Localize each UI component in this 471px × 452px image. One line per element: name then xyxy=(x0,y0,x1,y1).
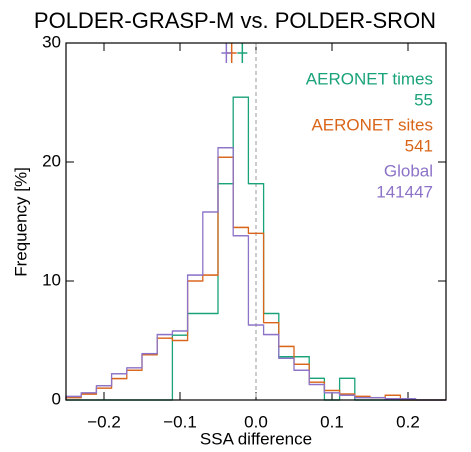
step-riser xyxy=(65,156,446,401)
step-riser xyxy=(65,147,446,401)
x-tick-label: −0.2 xyxy=(87,412,121,431)
x-tick-label: 0.0 xyxy=(244,412,268,431)
x-tick-label: 0.2 xyxy=(396,412,420,431)
legend-count: 141447 xyxy=(376,182,433,201)
chart-title: POLDER-GRASP-M vs. POLDER-SRON xyxy=(34,8,436,33)
plot-frame xyxy=(65,42,447,401)
y-tick-label: 30 xyxy=(42,32,61,51)
legend-count: 55 xyxy=(414,90,433,109)
legend-label: AERONET sites xyxy=(311,115,433,134)
legend-label: Global xyxy=(384,161,433,180)
x-tick-label: −0.1 xyxy=(163,412,197,431)
y-tick-label: 20 xyxy=(42,151,61,170)
legend-count: 541 xyxy=(405,136,433,155)
legend-label: AERONET times xyxy=(306,69,433,88)
y-tick-label: 0 xyxy=(52,389,61,408)
y-tick-label: 10 xyxy=(42,270,61,289)
y-axis-label: Frequency [%] xyxy=(11,167,30,277)
x-axis-label: SSA difference xyxy=(200,429,312,448)
x-tick-label: 0.1 xyxy=(320,412,344,431)
